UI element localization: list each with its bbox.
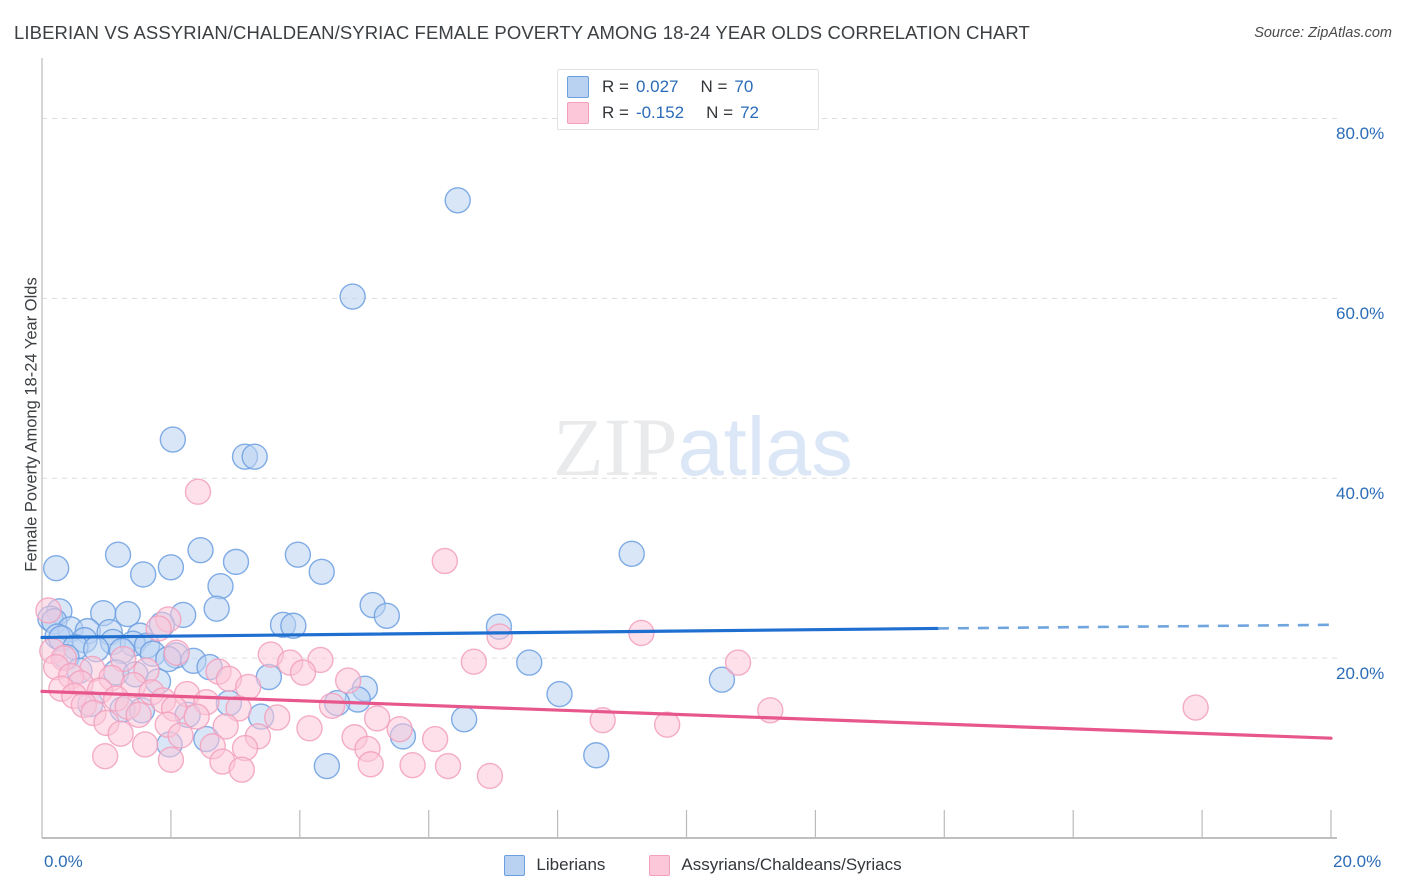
data-point [212, 713, 239, 740]
swatch-pink-icon [567, 102, 589, 124]
legend-item-liberians[interactable]: Liberians [504, 854, 606, 876]
data-point [589, 706, 616, 734]
y-tick-40: 40.0% [1336, 484, 1385, 504]
data-point [546, 680, 573, 708]
data-point [357, 751, 384, 778]
stats-row-liberians: R = 0.027 N = 70 [567, 74, 753, 100]
data-point [131, 731, 159, 758]
data-point [334, 667, 362, 694]
data-point [107, 720, 134, 747]
trendline-liberians-projected [937, 623, 1332, 630]
trendline-liberians [40, 626, 940, 640]
data-point [203, 595, 230, 622]
chart-legend: Liberians Assyrians/Chaldeans/Syriacs [0, 850, 1406, 880]
data-point [708, 666, 736, 693]
data-point [157, 554, 185, 581]
swatch-blue-icon [567, 76, 589, 98]
data-point [184, 478, 212, 505]
data-point [114, 600, 141, 628]
data-point [157, 746, 185, 773]
n-label-pink: N = [706, 103, 734, 122]
data-point [296, 715, 323, 742]
data-point [516, 649, 543, 676]
legend-label-liberians: Liberians [536, 855, 606, 874]
source-label: Source: ZipAtlas.com [1254, 25, 1392, 41]
data-point [724, 649, 752, 676]
data-point [583, 742, 610, 769]
correlation-stats-box: R = 0.027 N = 70 R = -0.152 N = 72 [557, 69, 819, 130]
r-value-pink: -0.152 [635, 103, 685, 122]
legend-swatch-blue-icon [504, 854, 526, 876]
legend-item-assyrians[interactable]: Assyrians/Chaldeans/Syriacs [649, 854, 902, 876]
data-point [1182, 694, 1209, 721]
scatter-series-assyrians-chaldeans-syriacs [35, 478, 1209, 790]
page-title: LIBERIAN VS ASSYRIAN/CHALDEAN/SYRIAC FEM… [14, 22, 1030, 43]
n-label-blue: N = [700, 77, 728, 96]
data-point [318, 692, 346, 719]
data-point [91, 742, 119, 770]
trendline-assyrians [40, 689, 1333, 740]
data-point [460, 648, 488, 675]
stats-row-assyrians: R = -0.152 N = 72 [567, 100, 759, 126]
data-point [450, 706, 478, 733]
data-point [284, 541, 312, 568]
data-point [386, 715, 413, 743]
y-tick-20: 20.0% [1336, 664, 1385, 684]
data-point [159, 426, 187, 453]
data-point [289, 659, 317, 686]
data-point [444, 187, 471, 214]
r-label-pink: R = [602, 103, 629, 122]
data-point [431, 547, 459, 575]
data-point [421, 725, 449, 753]
data-point [163, 639, 190, 666]
r-label-blue: R = [602, 77, 629, 96]
data-point [104, 541, 132, 568]
data-point [167, 722, 194, 749]
data-point [280, 612, 307, 639]
y-tick-60: 60.0% [1336, 304, 1385, 324]
data-point [207, 572, 234, 600]
data-point [476, 762, 504, 790]
data-point [308, 558, 335, 585]
data-point [42, 554, 70, 582]
data-point [35, 597, 62, 624]
n-value-pink: 72 [740, 103, 759, 122]
data-point [653, 711, 681, 738]
data-point [434, 752, 462, 780]
data-point [339, 283, 366, 310]
data-point [241, 443, 268, 470]
data-point [363, 705, 391, 732]
data-point [129, 561, 157, 588]
data-point [222, 548, 250, 576]
x-tick-start: 0.0% [44, 852, 83, 871]
y-tick-80: 80.0% [1336, 124, 1385, 144]
data-point [373, 602, 401, 630]
legend-label-assyrians: Assyrians/Chaldeans/Syriacs [681, 855, 902, 874]
data-point [125, 701, 152, 728]
data-point [228, 756, 255, 783]
n-value-blue: 70 [734, 77, 754, 96]
legend-swatch-pink-icon [649, 854, 671, 876]
data-point [110, 645, 137, 673]
data-point [183, 703, 210, 730]
data-point [313, 752, 341, 780]
data-point [399, 751, 426, 779]
data-point [187, 536, 214, 564]
data-point [618, 540, 645, 567]
data-point [486, 623, 513, 650]
x-tick-end: 20.0% [1333, 852, 1382, 871]
data-point [225, 695, 252, 722]
r-value-blue: 0.027 [635, 77, 679, 96]
data-point [264, 704, 291, 731]
data-point [231, 734, 259, 762]
